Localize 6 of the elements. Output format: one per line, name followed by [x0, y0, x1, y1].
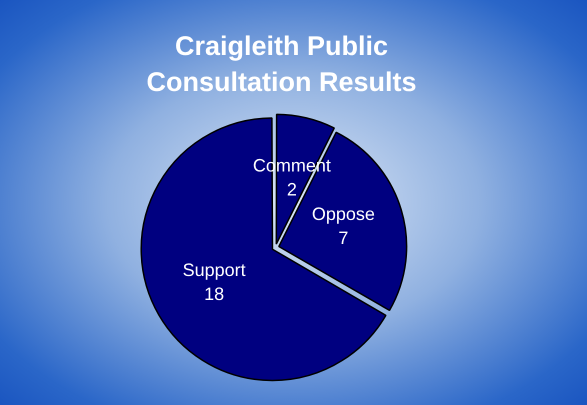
data-label: 18: [204, 284, 224, 304]
slice-label: Support: [182, 260, 246, 280]
slice-label: Oppose: [312, 204, 375, 224]
data-label: 7: [338, 228, 348, 248]
data-label: 2: [286, 180, 297, 200]
chart-title: Craigleith Public Consultation Results: [145, 30, 418, 99]
